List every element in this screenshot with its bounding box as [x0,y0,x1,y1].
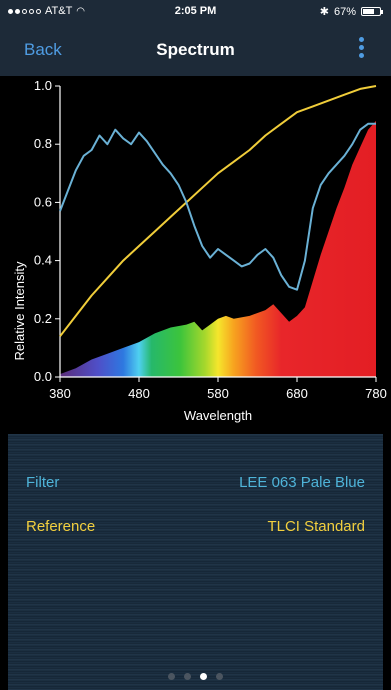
status-left: AT&T ◠ [8,5,85,17]
x-tick-label: 480 [128,386,150,401]
filter-value: LEE 063 Pale Blue [239,474,365,491]
battery-icon [361,7,383,16]
bluetooth-icon: ✱ [319,6,329,18]
battery-percent: 67% [333,5,356,18]
y-tick-label: 0.2 [34,311,52,326]
reference-value: TLCI Standard [267,518,365,535]
y-tick-label: 1.0 [34,78,52,93]
x-tick-label: 780 [365,386,387,401]
page-title: Spectrum [156,40,235,59]
spectrum-chart: 380 480 580 680 780 0.0 0.2 0.4 0.6 0.8 1.0 Wavele… [0,76,391,434]
y-tick-label: 0.0 [34,369,52,384]
spectrum-area [60,120,376,378]
spectrum-area-fill [60,120,376,378]
y-tick-label: 0.6 [34,194,52,209]
reference-label: Reference [26,518,96,535]
status-right: ✱ 67% [319,5,383,18]
series-line-1 [59,85,377,337]
status-bar: AT&T ◠ 2:05 PM ✱ 67% [0,0,391,22]
settings-panel: Filter LEE 063 Pale Blue Reference TLCI … [8,434,383,690]
wifi-icon: ◠ [76,5,86,17]
page-dot[interactable] [216,673,223,680]
x-tick-label: 580 [207,386,229,401]
y-tick-label: 0.8 [34,136,52,151]
carrier-label: AT&T [45,5,73,17]
page-indicator[interactable] [8,673,383,680]
chart-lines [59,85,377,337]
filter-label: Filter [26,474,60,491]
x-tick-label: 680 [286,386,308,401]
series-line-2 [59,122,376,291]
spectrum-chart-svg: 380 480 580 680 780 0.0 0.2 0.4 0.6 0.8 1.0 Wavele… [12,78,387,423]
y-axis-label: Relative Intensity [12,261,27,360]
page-dot[interactable] [200,673,207,680]
x-tick-label: 380 [49,386,71,401]
page-dot[interactable] [184,673,191,680]
chart-tick-labels: 380 480 580 680 780 0.0 0.2 0.4 0.6 0.8 1.0 [34,78,387,401]
signal-icon [8,8,41,14]
y-tick-label: 0.4 [34,253,52,268]
back-button[interactable]: Back [24,40,62,59]
x-axis-label: Wavelength [184,408,252,423]
page-dot[interactable] [168,673,175,680]
navigation-bar: Back Spectrum [0,22,391,76]
status-time: 2:05 PM [174,5,217,17]
more-options-icon[interactable] [355,34,367,62]
